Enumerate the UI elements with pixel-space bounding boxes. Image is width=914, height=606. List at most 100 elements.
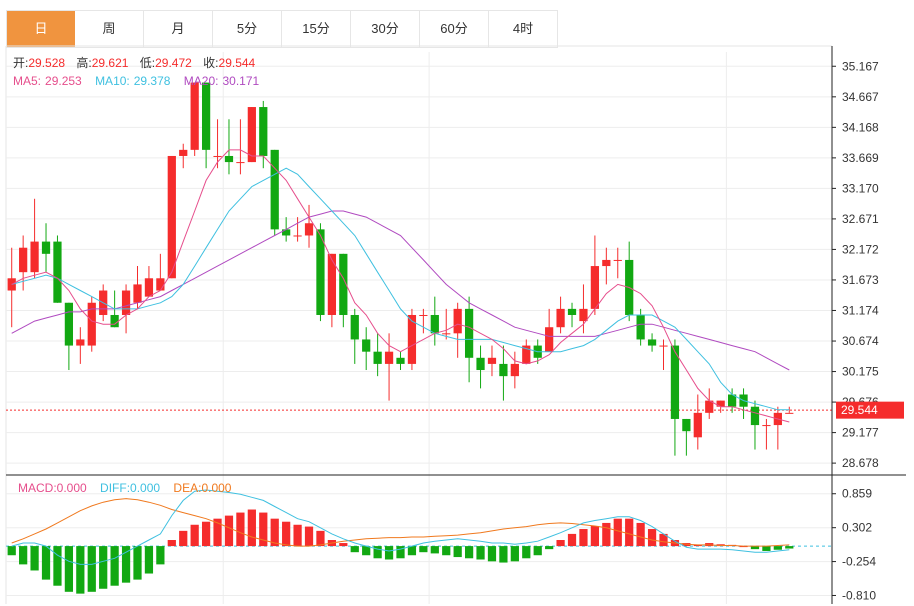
macd-bar-42 [487,546,497,562]
candle-2 [30,241,39,273]
candle-36 [419,314,428,316]
ytick-label-0: 35.167 [842,59,879,73]
candle-9 [110,314,119,328]
candle-38 [442,333,451,335]
macd-bar-5 [64,546,74,592]
macd-bar-56 [647,529,657,547]
ytick-label-2: 34.168 [842,120,879,134]
macd-bar-21 [247,509,256,547]
tab-4[interactable]: 15分 [282,11,351,47]
macd-bar-54 [625,518,634,547]
macd-bar-25 [293,524,302,547]
macd-bar-35 [407,546,417,556]
tab-7[interactable]: 4时 [489,11,558,47]
macd-bar-38 [442,546,451,556]
candle-42 [487,357,497,364]
price-tag: 29.544 [836,401,904,419]
candle-49 [567,308,577,315]
macd-bar-1 [19,546,28,565]
ytick-label-7: 31.673 [842,273,879,287]
macd-bar-27 [316,530,325,547]
macd-bar-26 [304,526,314,547]
candle-13 [156,278,165,291]
tab-0[interactable]: 日 [6,11,75,47]
macd-bar-60 [693,544,702,547]
candle-11 [133,284,142,303]
ma5-line [11,149,790,423]
macd-bar-39 [453,546,462,558]
ma-lines [11,149,790,423]
candle-31 [362,339,371,352]
ma-legend: MA5: 29.253 MA10: 29.378 MA20: 30.171 [13,74,260,88]
candle-58 [670,345,680,419]
macd-bar-7 [87,546,96,592]
macd-bar-49 [567,533,577,547]
candle-5 [64,302,74,346]
tab-2[interactable]: 月 [144,11,213,47]
macd-bar-3 [41,546,51,580]
macd-bar-12 [144,546,154,574]
ytick-label-5: 32.671 [842,212,879,226]
macd-legend: MACD:0.000 DIFF:0.000 DEA:0.000 [18,481,232,495]
candle-66 [762,425,771,427]
candle-40 [464,308,474,358]
candle-3 [41,241,51,254]
macd-bar-40 [464,546,474,559]
macd-bar-48 [556,540,565,547]
macd-bar-44 [510,546,519,562]
candle-59 [682,418,691,432]
tab-1[interactable]: 周 [75,11,144,47]
macd-bar-29 [339,543,348,547]
candle-1 [19,247,28,273]
macd-bar-19 [224,515,234,547]
candles [7,82,794,456]
candle-7 [87,302,96,346]
ohlc-legend: 开:29.528 高:29.621 低:29.472 收:29.544 [13,55,256,70]
macd-bar-66 [762,546,771,551]
dea-line [11,498,790,547]
candle-14 [167,155,176,279]
macd-panel [7,489,794,594]
candle-20 [236,162,245,164]
macd-bar-45 [522,546,531,559]
candle-15 [179,149,188,156]
macd-bar-22 [259,512,268,547]
macd-bar-36 [419,546,428,553]
macd-ytick-label-3: -0.810 [842,588,876,602]
tab-3[interactable]: 5分 [213,11,282,47]
candle-43 [499,363,508,377]
candle-60 [693,412,702,438]
candle-63 [727,394,737,407]
ma20-line [11,210,790,371]
tab-6[interactable]: 60分 [420,11,489,47]
macd-bar-13 [156,546,165,565]
candle-12 [144,278,154,297]
macd-bar-32 [373,546,382,559]
macd-bar-17 [201,521,211,547]
tab-5[interactable]: 30分 [351,11,420,47]
macd-bar-51 [590,525,600,547]
ytick-label-8: 31.174 [842,303,879,317]
svg-text:29.544: 29.544 [841,403,878,417]
macd-bar-4 [53,546,62,586]
candle-50 [579,308,588,322]
candle-65 [750,406,760,426]
macd-bar-65 [750,546,760,550]
macd-bar-24 [282,521,291,547]
candle-30 [350,314,359,340]
ytick-label-9: 30.674 [842,334,879,348]
macd-bar-15 [179,530,188,547]
macd-bar-50 [579,529,588,547]
candle-19 [224,155,234,163]
candle-17 [201,82,211,150]
candle-56 [647,339,657,346]
macd-bar-37 [430,546,439,554]
macd-bar-46 [533,546,542,556]
macd-bar-33 [384,546,394,560]
candle-48 [556,308,565,328]
macd-bar-0 [7,546,16,556]
candle-28 [327,253,337,315]
candle-6 [76,339,85,346]
candle-55 [636,314,645,340]
